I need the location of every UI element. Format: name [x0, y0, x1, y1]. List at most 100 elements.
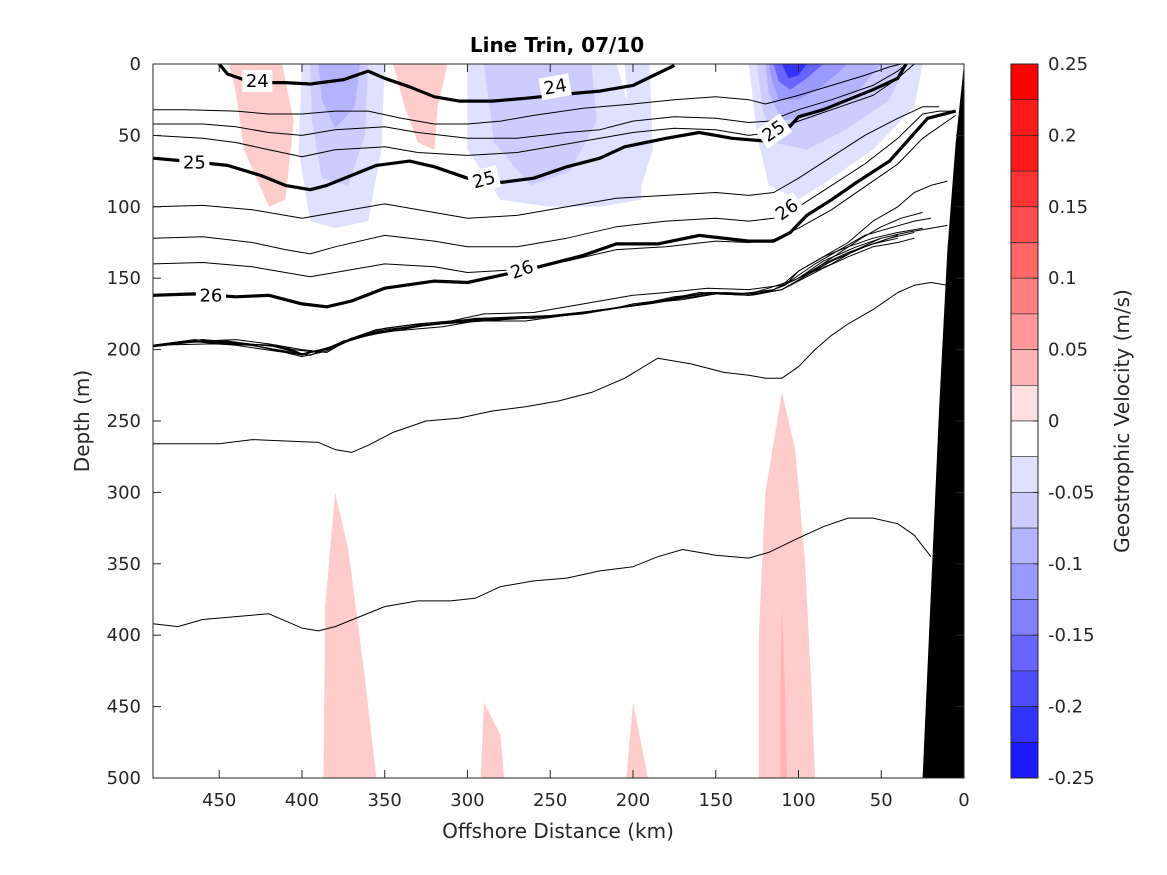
- x-tick-label: 100: [781, 790, 815, 811]
- contour-label-bg: [242, 70, 273, 93]
- velocity-region: [229, 64, 294, 207]
- x-axis-label: Offshore Distance (km): [442, 819, 674, 843]
- contour-label-bg: [504, 254, 540, 286]
- chart-title: Line Trin, 07/10: [470, 33, 644, 57]
- velocity-region: [758, 392, 815, 778]
- colorbar-tick-label: -0.15: [1048, 625, 1095, 646]
- contour-label-bg: [195, 284, 226, 307]
- isopycnal-contours: [153, 64, 957, 632]
- colorbar-block: [1010, 135, 1039, 172]
- x-tick-label: 250: [533, 790, 567, 811]
- velocity-region: [781, 64, 807, 79]
- velocity-region: [626, 702, 648, 778]
- colorbar-block: [1010, 420, 1039, 458]
- y-tick-label: 300: [107, 482, 141, 503]
- colorbar-block: [1010, 313, 1039, 350]
- colorbar-block: [1010, 563, 1039, 600]
- colorbar-tick-label: 0.1: [1048, 268, 1077, 289]
- x-tick-label: 400: [285, 790, 319, 811]
- isopycnal-bold-line: [217, 64, 676, 103]
- colorbar-block: [1010, 99, 1039, 136]
- colorbar-block: [1010, 741, 1039, 779]
- contour-label-bg: [755, 113, 793, 149]
- colorbar-block: [1010, 527, 1039, 565]
- isopycnal-line: [153, 517, 932, 632]
- colorbar-blocks: [1010, 63, 1039, 779]
- y-tick-label: 200: [107, 340, 141, 361]
- y-tick-label: 400: [107, 625, 141, 646]
- colorbar-block: [1010, 492, 1039, 529]
- y-axis-label: Depth (m): [70, 370, 94, 472]
- colorbar-block: [1010, 63, 1039, 101]
- contour-label-bg: [179, 151, 210, 174]
- velocity-region: [480, 702, 504, 778]
- colorbar-tick-label: -0.25: [1048, 768, 1095, 789]
- colorbar-tick-label: -0.1: [1048, 554, 1083, 575]
- isopycnal-line: [153, 180, 948, 353]
- isopycnal-line: [153, 106, 940, 219]
- y-tick-label: 500: [107, 768, 141, 789]
- colorbar-tick-label: 0.15: [1048, 197, 1088, 218]
- colorbar-block: [1010, 206, 1039, 243]
- x-tick-label: 200: [616, 790, 650, 811]
- isopycnal-line: [153, 212, 923, 355]
- isopycnal-line: [153, 64, 915, 158]
- colorbar-block: [1010, 456, 1039, 493]
- colorbar-block: [1010, 599, 1039, 636]
- contour-label-text: 26: [199, 285, 222, 306]
- colorbar-tick-label: 0.05: [1048, 340, 1088, 361]
- colorbar-block: [1010, 670, 1039, 707]
- contour-label-bg: [538, 73, 572, 101]
- contour-label: 25: [179, 151, 210, 174]
- colorbar-block: [1010, 349, 1039, 386]
- colorbar-block: [1010, 706, 1039, 743]
- y-tick-label: 100: [107, 197, 141, 218]
- isopycnal-line: [153, 282, 948, 453]
- isopycnal-line: [153, 64, 902, 125]
- contour-label-text: 25: [183, 153, 206, 174]
- colorbar-label: Geostrophic Velocity (m/s): [1110, 289, 1134, 553]
- isopycnal-bold-line: [153, 64, 908, 192]
- colorbar-block: [1010, 634, 1039, 672]
- y-tick-label: 150: [107, 268, 141, 289]
- contour-label-text: 24: [542, 75, 568, 100]
- x-tick-label: 150: [699, 790, 733, 811]
- colorbar-block: [1010, 277, 1039, 315]
- colorbar-tick-label: -0.2: [1048, 697, 1083, 718]
- colorbar-tick-label: 0.2: [1048, 125, 1077, 146]
- x-axis-ticks: 450 400 350 300 250 200 150 100 50 0: [202, 64, 970, 811]
- y-tick-label: 0: [130, 54, 141, 75]
- y-tick-label: 350: [107, 554, 141, 575]
- contour-label: 26: [504, 254, 540, 286]
- y-tick-label: 50: [118, 125, 141, 146]
- isopycnal-bold-line: [153, 109, 957, 309]
- colorbar-tick-label: 0: [1048, 411, 1059, 432]
- velocity-region: [624, 64, 653, 186]
- y-axis-ticks: 0 50 100 150 200 250 300 350 400 450 500: [107, 54, 964, 789]
- colorbar-tick-label: 0.25: [1048, 54, 1088, 75]
- colorbar-block: [1010, 384, 1039, 422]
- x-tick-label: 450: [202, 790, 236, 811]
- colorbar: 0.25 0.2 0.15 0.1 0.05 0 -0.05 -0.1 -0.15 -0.2 -0.…: [1010, 54, 1134, 789]
- bathymetry-fill: [922, 64, 964, 778]
- contour-label: 26: [195, 284, 226, 307]
- colorbar-block: [1010, 242, 1039, 279]
- contour-label-bg: [768, 192, 806, 228]
- x-tick-label: 350: [368, 790, 402, 811]
- colorbar-ticks: 0.25 0.2 0.15 0.1 0.05 0 -0.05 -0.1 -0.15 -0.2 -0.…: [1033, 54, 1095, 789]
- isopycnal-line: [153, 114, 956, 278]
- isopycnal-line: [153, 110, 956, 255]
- velocity-region: [780, 606, 787, 778]
- y-tick-label: 250: [107, 411, 141, 432]
- x-tick-label: 50: [870, 790, 893, 811]
- contour-label: 24: [538, 73, 572, 101]
- x-tick-label: 0: [958, 790, 969, 811]
- colorbar-tick-label: -0.05: [1048, 482, 1095, 503]
- x-tick-label: 300: [450, 790, 484, 811]
- seafloor: [922, 64, 964, 778]
- isopycnal-line: [153, 234, 898, 356]
- colorbar-block: [1010, 170, 1039, 208]
- contour-label-text: 24: [246, 71, 269, 92]
